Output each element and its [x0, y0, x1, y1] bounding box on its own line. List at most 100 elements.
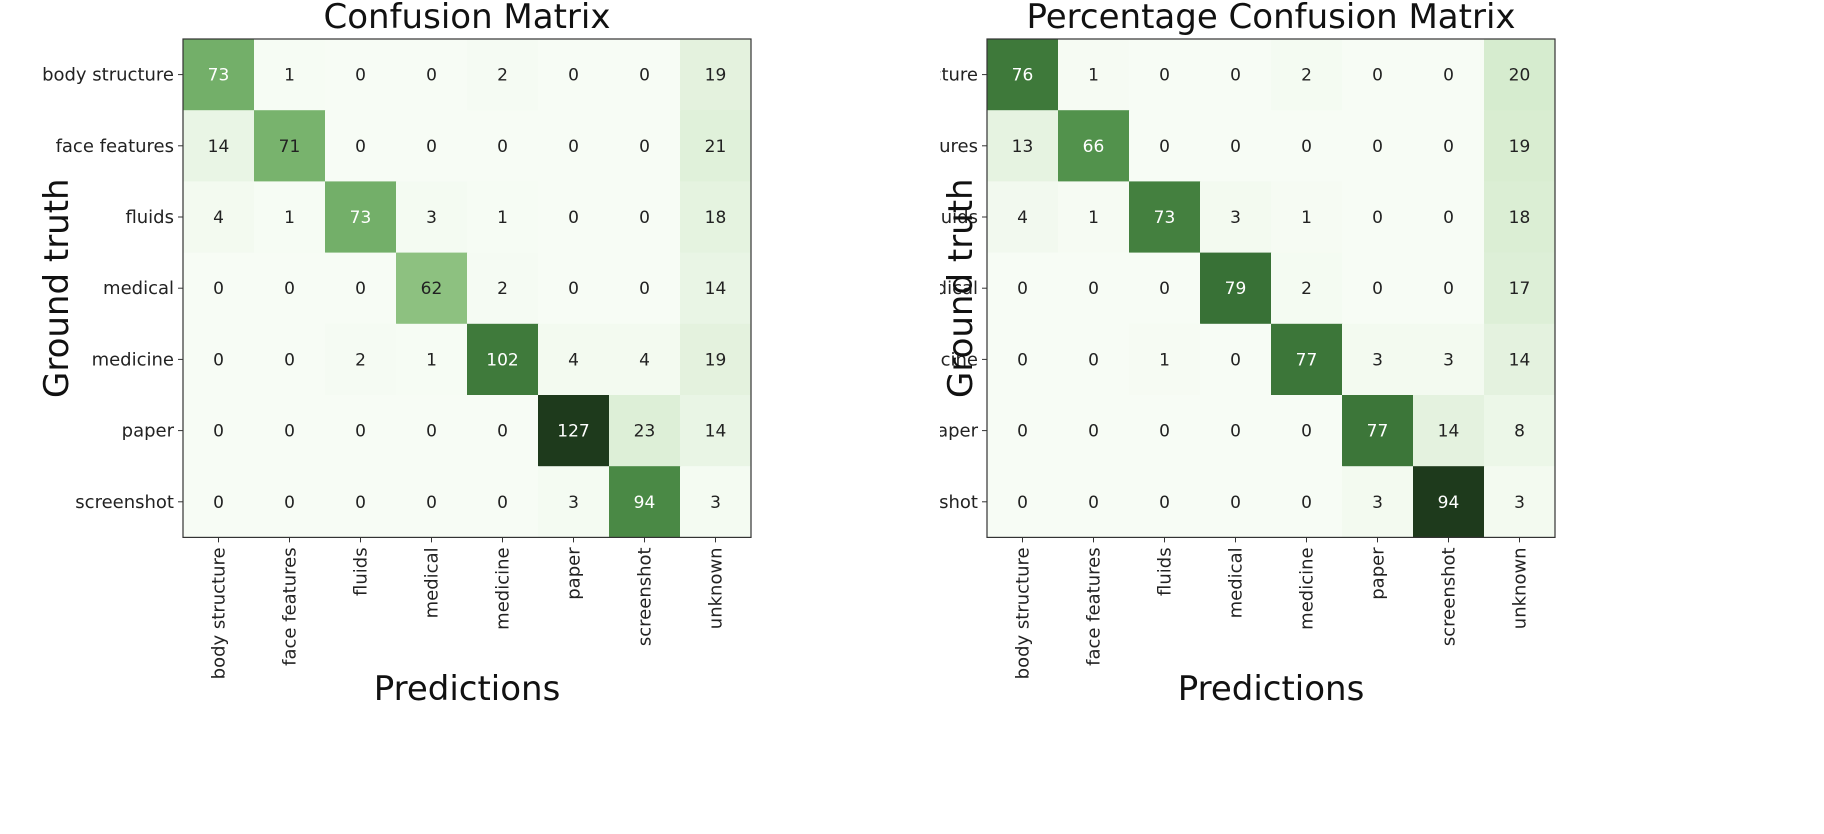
- cell-value-label: 0: [1301, 493, 1312, 513]
- heatmap-cell: [467, 466, 539, 538]
- cell-value-label: 3: [1372, 350, 1383, 370]
- cell-value-label: 1: [497, 208, 508, 228]
- heatmap-cell: [609, 466, 681, 538]
- confusion-matrix-panel: 73 1 0 0 2 0 0 19 14 71 0 0 0 0 0 21 4 1 73 3 1 0 0 18 0 0 0 62 2 0 0 1…: [37, 0, 752, 709]
- heatmap-cell: [987, 252, 1059, 325]
- x-tick-label: paper: [1368, 547, 1389, 600]
- y-tick-label: medicine: [940, 349, 978, 370]
- heatmap-cell: [396, 181, 468, 254]
- heatmap-cell: [254, 252, 326, 325]
- cell-value-label: 0: [1159, 137, 1170, 157]
- x-tick-label: body structure: [1013, 547, 1034, 679]
- y-axis-label: Ground truth: [941, 178, 981, 398]
- cell-value-label: 66: [1083, 137, 1105, 157]
- cell-value-label: 4: [568, 350, 579, 370]
- cell-value-label: 0: [426, 66, 437, 86]
- heatmap-cell: [680, 39, 752, 111]
- cell-value-label: 0: [1159, 422, 1170, 442]
- heatmap-cell: [1342, 466, 1414, 538]
- cell-value-label: 18: [1509, 208, 1531, 228]
- cell-value-label: 0: [497, 493, 508, 513]
- heatmap-cell: [609, 323, 681, 396]
- heatmap-cell: [1271, 252, 1343, 325]
- cell-value-label: 0: [568, 137, 579, 157]
- y-tick-label: body structure: [940, 65, 978, 86]
- cell-value-label: 3: [1372, 493, 1383, 513]
- heatmap-cell: [987, 323, 1059, 396]
- heatmap-cell: [538, 395, 610, 467]
- cell-value-label: 20: [1509, 66, 1531, 86]
- heatmap-cell: [467, 181, 539, 254]
- cell-value-label: 1: [1159, 350, 1170, 370]
- heatmap-cell: [1413, 252, 1485, 325]
- heatmap-cell: [467, 39, 539, 111]
- x-tick-label: unknown: [706, 547, 727, 629]
- heatmap-cell: [987, 181, 1059, 254]
- cell-value-label: 94: [1438, 493, 1460, 513]
- cell-value-label: 62: [421, 279, 443, 299]
- cell-value-label: 0: [1230, 350, 1241, 370]
- y-tick-label: screenshot: [940, 492, 978, 513]
- cell-value-label: 0: [1443, 66, 1454, 86]
- cell-value-label: 0: [1088, 279, 1099, 299]
- heatmap-cell: [680, 181, 752, 254]
- cell-value-label: 1: [1301, 208, 1312, 228]
- cell-value-label: 0: [426, 137, 437, 157]
- y-tick-label: face features: [56, 136, 174, 157]
- heatmap-cell: [325, 323, 397, 396]
- heatmap-cell: [1058, 252, 1130, 325]
- cell-value-label: 1: [1088, 208, 1099, 228]
- heatmap-cell: [1200, 39, 1272, 111]
- cell-value-label: 0: [639, 137, 650, 157]
- heatmap-cell: [1129, 252, 1201, 325]
- heatmap-cell: [1484, 181, 1556, 254]
- x-axis-label: Predictions: [374, 669, 561, 709]
- heatmap-cell: [325, 466, 397, 538]
- cell-value-label: 0: [1372, 208, 1383, 228]
- y-tick-label: paper: [940, 421, 979, 442]
- heatmap-cell: [609, 181, 681, 254]
- cell-value-label: 127: [557, 422, 589, 442]
- cell-value-label: 14: [1438, 422, 1460, 442]
- cell-value-label: 102: [486, 350, 518, 370]
- cell-value-label: 3: [710, 493, 721, 513]
- cell-value-label: 0: [1159, 66, 1170, 86]
- heatmap-cell: [1058, 466, 1130, 538]
- cell-value-label: 0: [1443, 137, 1454, 157]
- heatmap-cell: [1271, 181, 1343, 254]
- x-tick-label: unknown: [1510, 547, 1531, 629]
- heatmap-cell: [538, 181, 610, 254]
- cell-value-label: 0: [1443, 208, 1454, 228]
- cell-value-label: 8: [1514, 422, 1525, 442]
- heatmap-cell: [396, 252, 468, 325]
- y-tick-label: medical: [103, 278, 174, 299]
- cell-value-label: 1: [1088, 66, 1099, 86]
- cell-value-label: 2: [497, 279, 508, 299]
- cell-value-label: 0: [213, 279, 224, 299]
- x-tick-label: face features: [1084, 547, 1105, 665]
- heatmap-cell: [1413, 395, 1485, 467]
- x-tick-label: screenshot: [1439, 547, 1460, 646]
- x-tick-label: body structure: [209, 547, 230, 679]
- x-tick-label: paper: [564, 547, 585, 600]
- y-tick-label: paper: [122, 421, 175, 442]
- cell-value-label: 0: [639, 66, 650, 86]
- heatmap-cell: [1129, 181, 1201, 254]
- cell-value-label: 0: [1301, 422, 1312, 442]
- heatmap-cell: [467, 110, 539, 182]
- cell-value-label: 0: [284, 493, 295, 513]
- y-tick-label: screenshot: [75, 492, 174, 513]
- cell-value-label: 73: [1154, 208, 1176, 228]
- cell-value-label: 0: [355, 493, 366, 513]
- cell-value-label: 0: [1088, 493, 1099, 513]
- cell-value-label: 0: [497, 137, 508, 157]
- cell-value-label: 0: [1372, 137, 1383, 157]
- heatmap-cell: [1200, 181, 1272, 254]
- heatmap-cell: [680, 110, 752, 182]
- cell-value-label: 14: [705, 422, 727, 442]
- heatmap-cell: [1058, 39, 1130, 111]
- cell-value-label: 0: [1372, 279, 1383, 299]
- chart-title: Confusion Matrix: [324, 0, 611, 37]
- heatmap-cell: [396, 466, 468, 538]
